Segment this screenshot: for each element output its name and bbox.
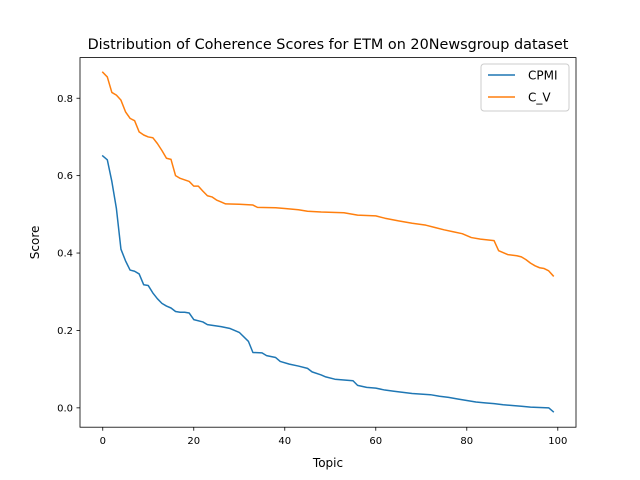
y-tick-label: 0.2 (57, 326, 73, 337)
series-line-cv (101, 71, 555, 277)
legend-label-cpmi: CPMI (528, 69, 558, 83)
x-axis-ticks: 0 20 40 60 80 100 (100, 427, 567, 447)
y-tick-label: 0.4 (57, 249, 73, 260)
series-line-cpmi (101, 154, 555, 413)
chart-title: Distribution of Coherence Scores for ETM… (88, 37, 569, 53)
y-tick-label: 0.8 (57, 94, 73, 105)
y-tick-label: 0.6 (57, 171, 73, 182)
y-tick-label: 0.0 (57, 403, 73, 414)
plot-area (79, 57, 577, 428)
x-tick-label: 60 (369, 436, 382, 447)
x-axis-label: Topic (312, 456, 343, 470)
x-tick-label: 20 (187, 436, 200, 447)
x-tick-label: 80 (460, 436, 473, 447)
x-tick-label: 0 (100, 436, 106, 447)
legend: CPMI C_V (480, 63, 570, 112)
y-axis-ticks: 0.0 0.2 0.4 0.6 0.8 (57, 94, 80, 414)
x-tick-label: 40 (278, 436, 291, 447)
y-axis-label: Score (28, 226, 42, 260)
series-layer (101, 71, 555, 413)
legend-label-cv: C_V (528, 91, 551, 105)
axes-frame (79, 57, 577, 428)
x-tick-label: 100 (548, 436, 567, 447)
